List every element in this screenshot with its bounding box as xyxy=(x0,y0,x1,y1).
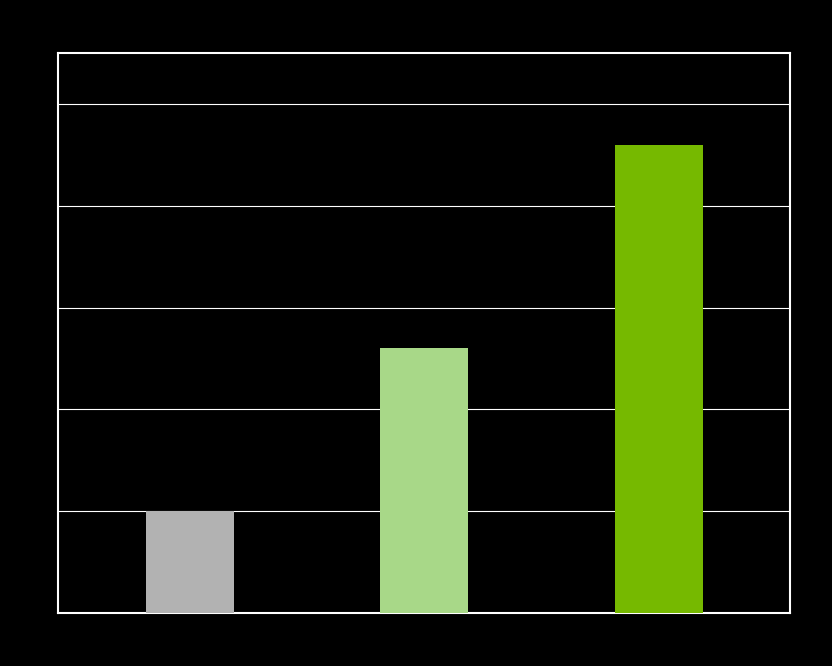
Bar xyxy=(146,511,234,613)
Bar xyxy=(615,145,702,613)
Bar xyxy=(380,348,468,613)
Text: 4.6X: 4.6X xyxy=(659,113,730,141)
Text: 2.6X: 2.6X xyxy=(424,316,495,344)
Text: 1.0X: 1.0X xyxy=(190,479,260,507)
